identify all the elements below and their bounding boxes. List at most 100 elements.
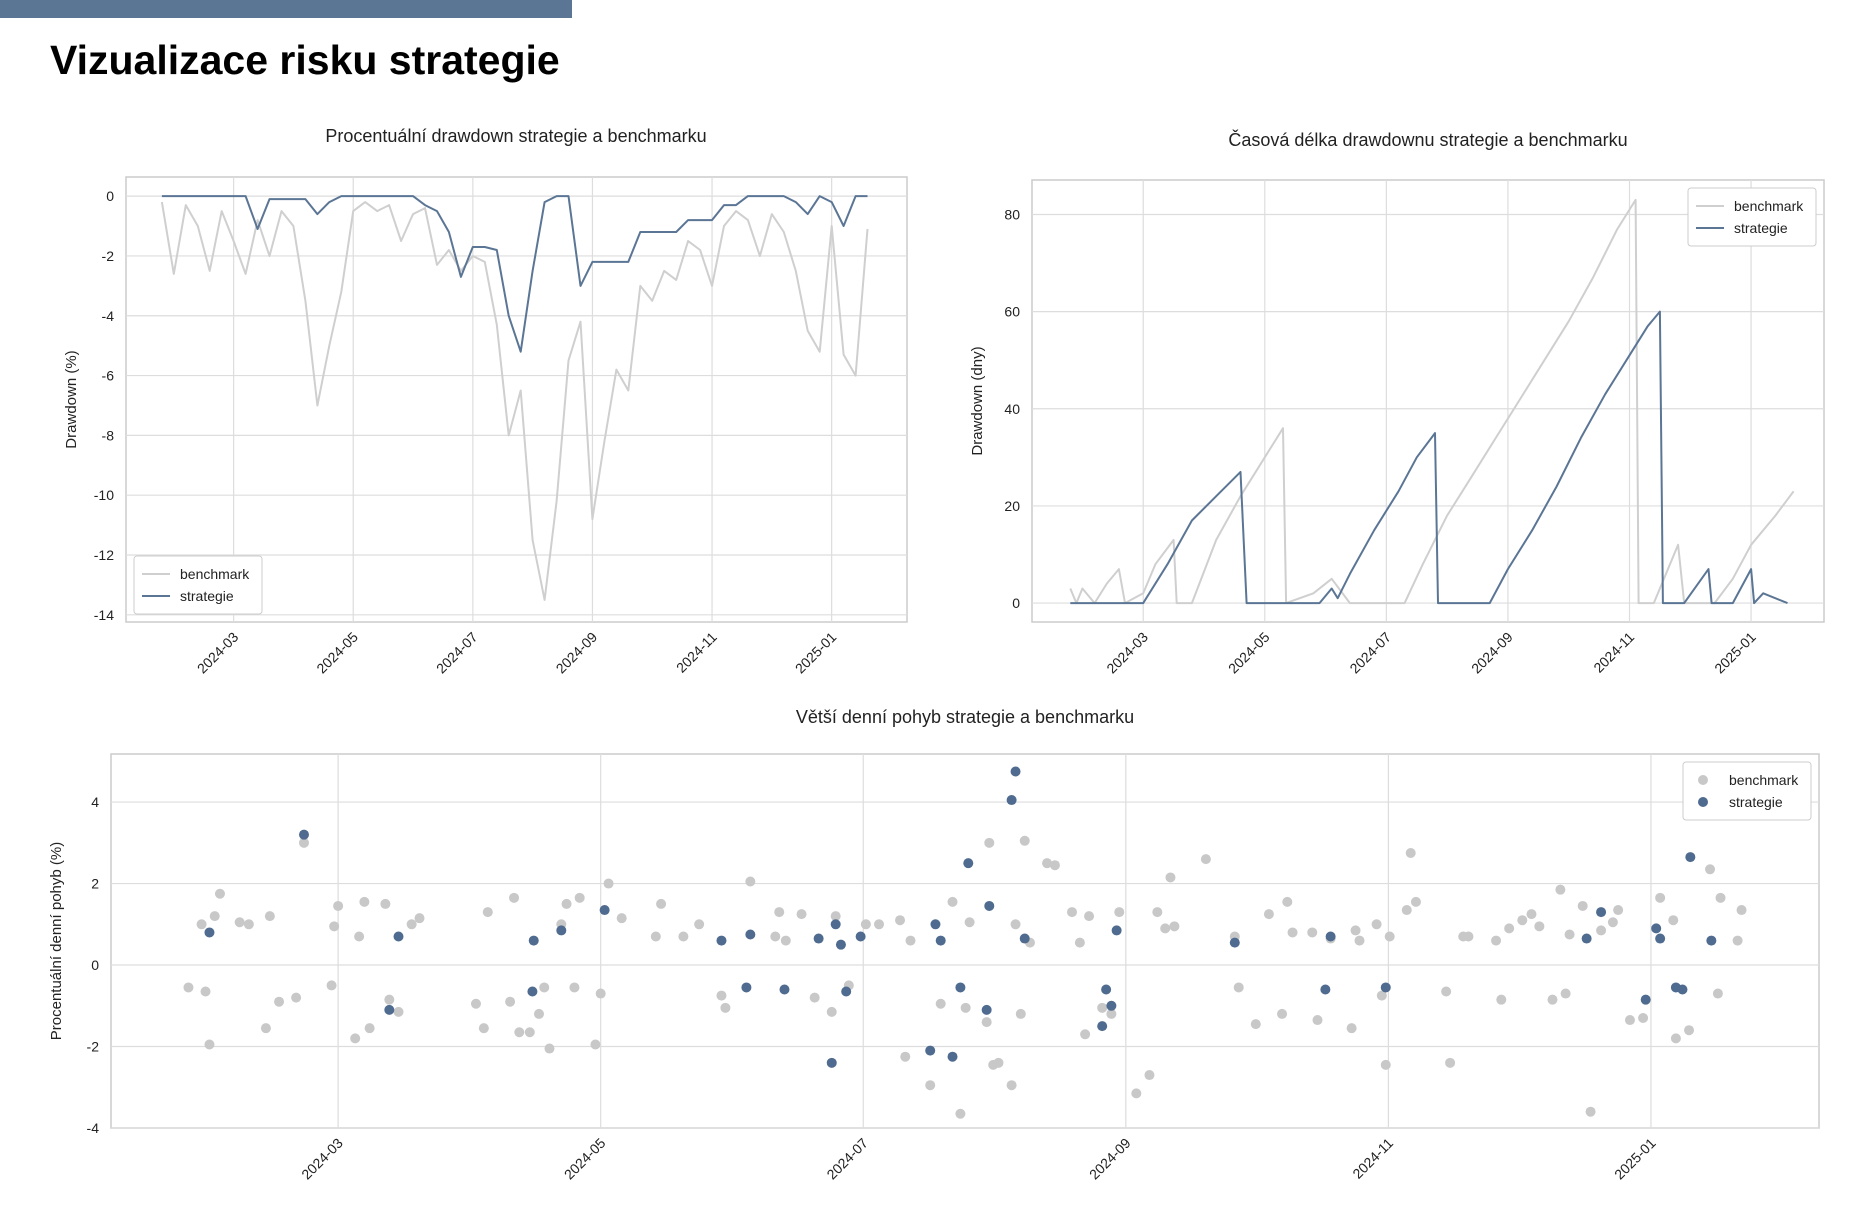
x-tick-label: 2024-11	[673, 629, 720, 676]
series-line	[161, 195, 868, 353]
scatter-point	[1651, 923, 1662, 934]
scatter-point	[826, 1057, 837, 1068]
scatter-point	[414, 913, 425, 924]
scatter-point	[359, 896, 370, 907]
scatter-point	[329, 921, 340, 932]
legend-label: benchmark	[1729, 772, 1799, 788]
scatter-point	[470, 998, 481, 1009]
scatter-point	[716, 935, 727, 946]
scatter-point	[298, 837, 309, 848]
scatter-point	[1160, 923, 1171, 934]
scatter-point	[809, 992, 820, 1003]
scatter-point	[1715, 892, 1726, 903]
scatter-point	[1384, 931, 1395, 942]
scatter-point	[935, 935, 946, 946]
scatter-point	[1712, 988, 1723, 999]
scatter-point	[603, 878, 614, 889]
scatter-point	[524, 1027, 535, 1038]
scatter-point	[960, 1002, 971, 1013]
scatter-point	[1325, 931, 1336, 942]
scatter-point	[770, 931, 781, 942]
scatter-point	[720, 1002, 731, 1013]
y-tick-label: -2	[102, 248, 115, 264]
y-tick-label: 20	[1004, 498, 1020, 514]
scatter-point	[1084, 911, 1095, 922]
scatter-point	[569, 982, 580, 993]
scatter-point	[1555, 884, 1566, 895]
scatter-point	[826, 1006, 837, 1017]
x-tick-label: 2025-01	[1711, 629, 1759, 677]
scatter-point	[539, 982, 550, 993]
scatter-point	[1564, 929, 1575, 940]
legend-label: strategie	[1729, 794, 1783, 810]
scatter-point	[796, 909, 807, 920]
scatter-point	[855, 931, 866, 942]
y-tick-label: 4	[91, 794, 99, 810]
scatter-point	[1015, 1008, 1026, 1019]
series-line	[1070, 310, 1788, 605]
scatter-point	[1287, 927, 1298, 938]
x-tick-label: 2025-01	[792, 629, 840, 677]
scatter-point	[384, 1004, 395, 1015]
scatter-point	[556, 925, 567, 936]
scatter-point	[1613, 905, 1624, 916]
scatter-point	[1097, 1002, 1108, 1013]
scatter-point	[599, 905, 610, 916]
y-tick-label: -10	[94, 487, 114, 503]
scatter-point	[1006, 1080, 1017, 1091]
scatter-point	[1445, 1057, 1456, 1068]
scatter-point	[1380, 1059, 1391, 1070]
scatter-point	[1596, 925, 1607, 936]
scatter-point	[1354, 935, 1365, 946]
scatter-point	[1106, 1000, 1117, 1011]
scatter-point	[1066, 907, 1077, 918]
scatter-point	[1111, 925, 1122, 936]
scatter-point	[930, 919, 941, 930]
scatter-point	[1042, 858, 1053, 869]
scatter-point	[1560, 988, 1571, 999]
x-tick-label: 2024-09	[1086, 1135, 1134, 1183]
scatter-point	[1496, 994, 1507, 1005]
scatter-point	[947, 896, 958, 907]
x-tick-label: 2024-11	[1590, 629, 1637, 676]
scatter-point	[947, 1051, 958, 1062]
scatter-point	[895, 915, 906, 926]
scatter-point	[1380, 982, 1391, 993]
x-tick-label: 2024-05	[561, 1135, 609, 1183]
legend: benchmark strategie	[1687, 187, 1817, 247]
scatter-point	[1229, 937, 1240, 948]
scatter-point	[1114, 907, 1125, 918]
scatter-point	[1638, 1013, 1649, 1023]
scatter-point	[694, 919, 705, 930]
scatter-point	[1706, 935, 1717, 946]
scatter-point	[1010, 766, 1021, 777]
scatter-point	[1200, 854, 1211, 865]
scatter-point	[1670, 1033, 1681, 1044]
scatter-point	[830, 911, 841, 922]
scatter-point	[1410, 896, 1421, 907]
scatter-point	[574, 892, 585, 903]
scatter-point	[354, 931, 365, 942]
scatter-point	[650, 931, 661, 942]
x-tick-label: 2024-05	[1225, 629, 1273, 677]
scatter-point	[900, 1051, 911, 1062]
y-axis-label: Drawdown (dny)	[969, 346, 986, 455]
scatter-point	[1250, 1019, 1261, 1030]
x-tick-label: 2024-05	[313, 629, 361, 677]
scatter-point	[1371, 919, 1382, 930]
scatter-point	[274, 996, 285, 1007]
legend-label: strategie	[1734, 220, 1788, 236]
scatter-point	[1019, 835, 1030, 846]
scatter-point	[741, 982, 752, 993]
scatter-point	[925, 1080, 936, 1091]
scatter-point	[595, 988, 606, 999]
scatter-point	[774, 907, 785, 918]
scatter-point	[326, 980, 337, 991]
scatter-point	[984, 900, 995, 911]
scatter-point	[1585, 1106, 1596, 1117]
scatter-point	[1596, 907, 1607, 918]
scatter-point	[183, 982, 194, 993]
scatter-point	[1106, 1008, 1117, 1019]
